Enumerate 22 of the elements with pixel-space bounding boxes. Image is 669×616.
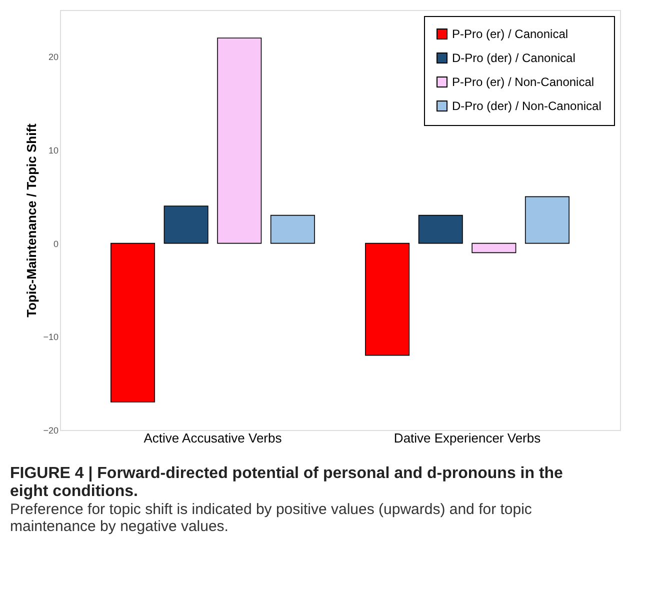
legend-label: P-Pro (er) / Canonical (452, 27, 568, 41)
legend-label: D-Pro (der) / Non-Canonical (452, 99, 602, 113)
bar (524, 196, 570, 244)
bar (164, 206, 208, 244)
bar (270, 214, 315, 244)
bar (418, 214, 463, 244)
bar (365, 242, 410, 356)
legend-label: D-Pro (der) / Canonical (452, 51, 576, 65)
y-tick-label: 20 (48, 52, 58, 62)
y-tick-label: 0 (53, 238, 58, 249)
text: Preference for topic shift is indicated by positive values (upwards) and for topic maintenance by negative values. (10, 501, 532, 535)
text: FIGURE 4 | Forward-directed potential of personal and d-pronouns in the eight conditions. (10, 465, 564, 500)
x-tick-label: Active Accusative Verbs (144, 430, 282, 446)
x-tick-label: Dative Experiencer Verbs (394, 430, 542, 446)
y-axis-title: Topic-Maintenance / Topic Shift (24, 122, 40, 318)
y-tick-label: −10 (43, 332, 58, 342)
bar (472, 242, 516, 254)
bar (110, 242, 156, 402)
legend-label: P-Pro (er) / Non-Canonical (452, 75, 594, 89)
y-tick-label: 10 (48, 146, 58, 156)
y-tick-label: −20 (43, 426, 58, 436)
bar (217, 38, 262, 244)
